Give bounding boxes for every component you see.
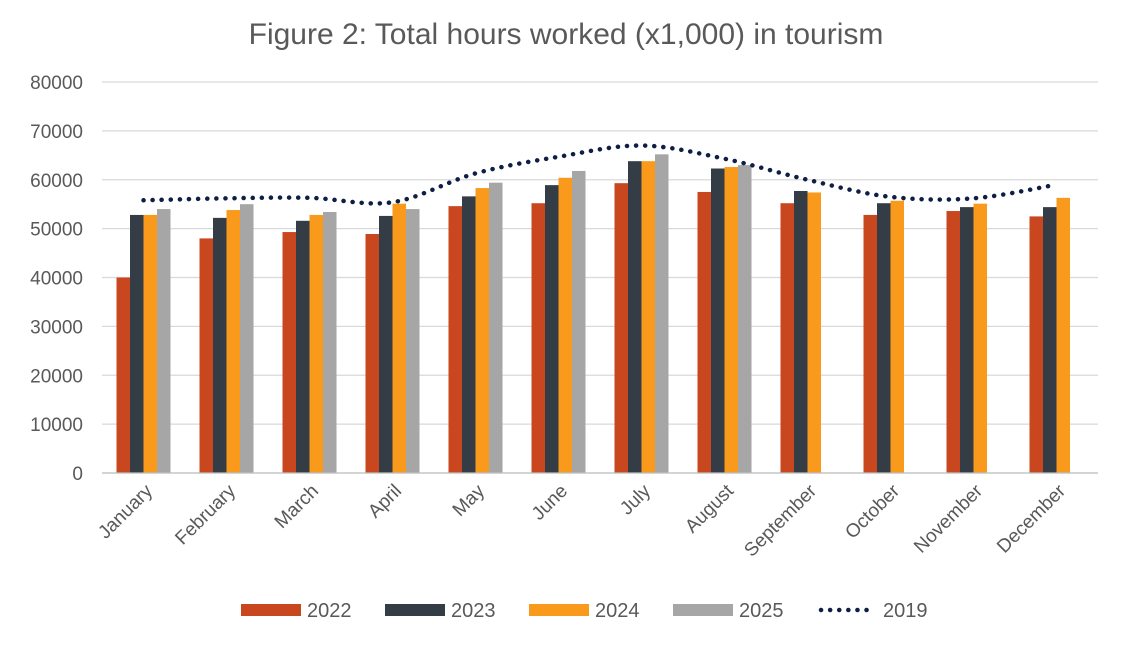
bar-2022-september [780, 203, 794, 473]
bar-2024-december [1056, 197, 1070, 474]
bar-2023-august [711, 168, 725, 474]
bar-2023-may [462, 196, 476, 473]
line-series [141, 143, 1059, 206]
legend-label: 2022 [307, 600, 352, 622]
y-tick-label: 10000 [30, 415, 83, 436]
x-tick-label: April [364, 481, 406, 523]
bar-2025-may [489, 182, 503, 473]
bar-2023-september [794, 190, 808, 473]
bar-2025-july [655, 154, 669, 473]
legend-swatch [673, 604, 733, 616]
x-axis: January February March April May June July Augu… [94, 472, 1098, 561]
bar-2022-october [863, 214, 877, 473]
bar-2024-october [890, 200, 904, 474]
bar-2024-january [143, 214, 157, 473]
bar-2024-march [309, 214, 323, 473]
x-tick-label: December [993, 480, 1070, 557]
y-tick-label: 80000 [30, 73, 83, 94]
bar-2025-february [240, 204, 254, 473]
bar-2022-december [1029, 216, 1043, 473]
y-axis: 0 10000 20000 30000 40000 50000 60000 70000 8000… [30, 73, 83, 485]
legend-item-2019: 2019 [818, 600, 928, 622]
legend-label: 2024 [595, 600, 640, 622]
legend-swatch [241, 604, 301, 616]
bar-2025-june [572, 170, 586, 473]
bar-2022-august [697, 191, 711, 473]
y-tick-label: 60000 [30, 171, 83, 192]
gridlines [102, 81, 1098, 474]
bar-2025-august [738, 165, 752, 473]
bar-2023-june [545, 185, 559, 473]
y-tick-label: 30000 [30, 317, 83, 338]
bar-2023-december [1043, 207, 1057, 473]
y-tick-label: 50000 [30, 220, 83, 241]
x-tick-label: June [528, 481, 572, 525]
legend-item-2023: 2023 [385, 600, 496, 622]
x-tick-label: May [449, 480, 490, 521]
y-tick-label: 70000 [30, 122, 83, 143]
x-tick-label: February [171, 480, 240, 549]
bar-2025-april [406, 209, 420, 473]
legend-item-2022: 2022 [241, 600, 352, 622]
legend-swatch [385, 604, 445, 616]
legend-label: 2025 [739, 600, 784, 622]
bar-2025-march [323, 212, 337, 473]
legend-item-2024: 2024 [529, 600, 640, 622]
bar-2025-january [157, 209, 171, 473]
bar-2022-february [199, 238, 213, 473]
bar-2024-june [558, 177, 572, 474]
x-tick-label: August [681, 480, 738, 537]
bar-2024-april [392, 203, 406, 474]
bar-2023-april [379, 215, 393, 474]
x-tick-label: November [910, 480, 987, 557]
bar-2023-march [296, 220, 310, 473]
bar-2023-february [213, 217, 227, 473]
y-tick-label: 20000 [30, 366, 83, 387]
bar-2022-may [448, 206, 462, 473]
bar-2022-april [365, 234, 379, 473]
bar-2024-september [807, 192, 821, 473]
bars [116, 154, 1070, 474]
legend-label: 2019 [883, 600, 928, 622]
bar-2023-july [628, 161, 642, 474]
x-tick-label: March [271, 481, 323, 533]
bar-2023-october [877, 203, 891, 473]
y-tick-label: 40000 [30, 269, 83, 290]
legend-swatch [529, 604, 589, 616]
y-tick-label: 0 [72, 464, 83, 485]
x-tick-label: January [94, 480, 157, 543]
x-tick-label: September [740, 480, 821, 561]
x-tick-label: July [616, 480, 655, 519]
bar-2022-june [531, 203, 545, 473]
legend: 2022 2023 2024 2025 2019 [241, 600, 928, 622]
bar-2022-march [282, 232, 296, 473]
bar-2023-november [960, 207, 974, 473]
bar-2023-january [130, 214, 144, 473]
line-2019 [141, 143, 1059, 206]
bar-2022-november [946, 211, 960, 473]
legend-label: 2023 [451, 600, 496, 622]
bar-2024-february [226, 210, 240, 474]
bar-2022-january [116, 277, 130, 473]
bar-2024-july [641, 161, 655, 474]
legend-item-2025: 2025 [673, 600, 784, 622]
bar-2024-november [973, 203, 987, 474]
bar-2024-august [724, 167, 738, 474]
bar-2024-may [475, 188, 489, 473]
bar-2022-july [614, 183, 628, 473]
chart-title: Figure 2: Total hours worked (x1,000) in… [249, 18, 884, 51]
x-tick-label: October [841, 480, 904, 543]
